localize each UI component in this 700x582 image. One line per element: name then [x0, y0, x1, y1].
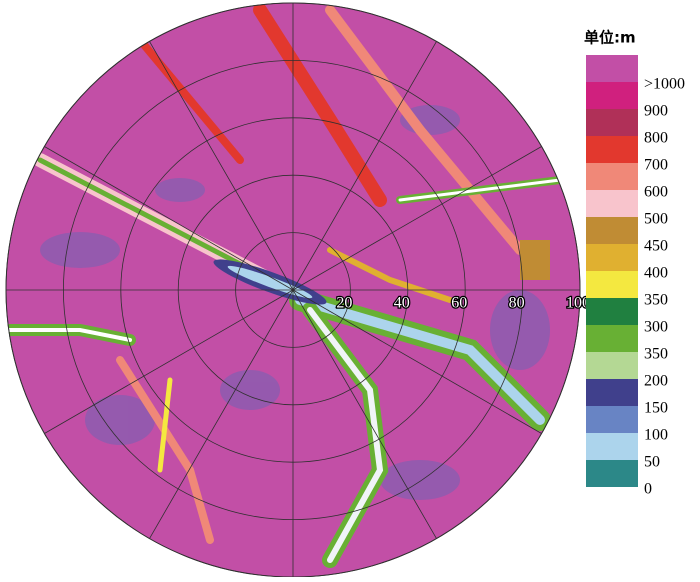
legend-label: 50 — [644, 454, 660, 471]
legend-swatch — [586, 325, 638, 352]
plateau — [520, 240, 550, 280]
legend-swatch — [586, 136, 638, 163]
range-label: 60 — [451, 295, 467, 312]
legend-label: >1000 — [644, 76, 685, 93]
range-label: 40 — [394, 295, 410, 312]
range-label: 20 — [336, 295, 352, 312]
legend-label: 900 — [644, 103, 668, 120]
legend-label: 700 — [644, 157, 668, 174]
legend-swatch — [586, 460, 638, 487]
legend-swatch — [586, 244, 638, 271]
terrain-patches — [40, 105, 550, 500]
azimuth-line — [292, 289, 437, 539]
ridges — [6, 3, 564, 568]
legend-swatch — [586, 82, 638, 109]
azimuth-line — [292, 146, 542, 291]
legend-title: 单位:m — [584, 29, 636, 47]
azimuth-line — [44, 289, 294, 434]
legend-label: 450 — [644, 238, 668, 255]
azimuth-line — [292, 41, 437, 291]
azimuth-line — [44, 146, 294, 291]
legend-label: 0 — [644, 481, 652, 498]
legend-swatch — [586, 163, 638, 190]
legend-label: 600 — [644, 184, 668, 201]
legend-label: 800 — [644, 130, 668, 147]
legend-label: 150 — [644, 400, 668, 417]
legend-swatch — [586, 217, 638, 244]
azimuth-line — [149, 41, 294, 291]
legend-label: 100 — [644, 427, 668, 444]
legend-swatch — [586, 55, 638, 82]
legend: >100090080070060050045040035030035020015… — [586, 55, 685, 498]
legend-label: 500 — [644, 211, 668, 228]
legend-label: 350 — [644, 292, 668, 309]
legend-swatch — [586, 271, 638, 298]
azimuth-line — [149, 289, 294, 539]
legend-label: 400 — [644, 265, 668, 282]
legend-label: 200 — [644, 373, 668, 390]
legend-swatch — [586, 406, 638, 433]
legend-swatch — [586, 352, 638, 379]
legend-swatch — [586, 109, 638, 136]
azimuth-line — [292, 289, 542, 434]
legend-swatch — [586, 433, 638, 460]
range-label: 80 — [509, 295, 525, 312]
legend-swatch — [586, 298, 638, 325]
legend-swatch — [586, 379, 638, 406]
legend-swatch — [586, 190, 638, 217]
legend-label: 350 — [644, 346, 668, 363]
legend-label: 300 — [644, 319, 668, 336]
